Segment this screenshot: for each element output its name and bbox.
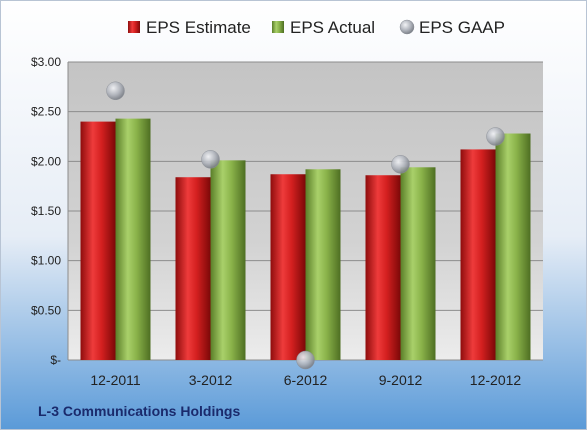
estimate-bar xyxy=(80,121,116,360)
legend-label: EPS GAAP xyxy=(419,18,505,37)
y-tick-label: $1.50 xyxy=(31,204,61,218)
gaap-point xyxy=(486,127,505,146)
actual-bar xyxy=(210,160,246,360)
actual-bar xyxy=(305,169,341,360)
actual-bar xyxy=(495,133,531,360)
y-tick-label: $0.50 xyxy=(31,303,61,317)
x-tick-label: 9-2012 xyxy=(379,372,423,388)
legend-swatch xyxy=(399,19,415,35)
actual-bar xyxy=(400,167,436,360)
estimate-bar xyxy=(365,175,401,360)
y-tick-label: $3.00 xyxy=(31,55,61,69)
estimate-bar xyxy=(175,177,211,360)
gaap-point xyxy=(296,350,315,370)
legend-label: EPS Actual xyxy=(290,18,375,37)
bars xyxy=(80,118,531,361)
y-tick-label: $- xyxy=(50,353,61,367)
gaap-point xyxy=(201,150,220,169)
x-tick-label: 12-2012 xyxy=(470,372,522,388)
x-tick-label: 6-2012 xyxy=(284,372,328,388)
estimate-bar xyxy=(460,149,496,360)
estimate-bar xyxy=(270,174,306,360)
x-tick-label: 3-2012 xyxy=(189,372,233,388)
x-tick-label: 12-2011 xyxy=(90,372,141,388)
legend-swatch xyxy=(272,21,284,33)
company-name: L-3 Communications Holdings xyxy=(38,403,240,419)
y-tick-label: $1.00 xyxy=(31,254,61,268)
y-tick-label: $2.00 xyxy=(31,154,61,168)
actual-bar xyxy=(115,118,151,361)
gaap-point xyxy=(391,155,410,174)
legend-swatch xyxy=(128,21,140,33)
legend-label: EPS Estimate xyxy=(146,18,251,37)
gaap-points xyxy=(106,81,505,370)
x-axis: 12-2011 3-2012 6-2012 9-2012 12-2012 xyxy=(90,372,521,388)
y-axis: $- $0.50 $1.00 $1.50 $2.00 $2.50 $3.00 xyxy=(31,55,69,367)
gaap-point xyxy=(106,81,125,101)
legend: EPS Estimate EPS Actual EPS GAAP xyxy=(128,18,505,37)
y-tick-label: $2.50 xyxy=(31,105,61,119)
